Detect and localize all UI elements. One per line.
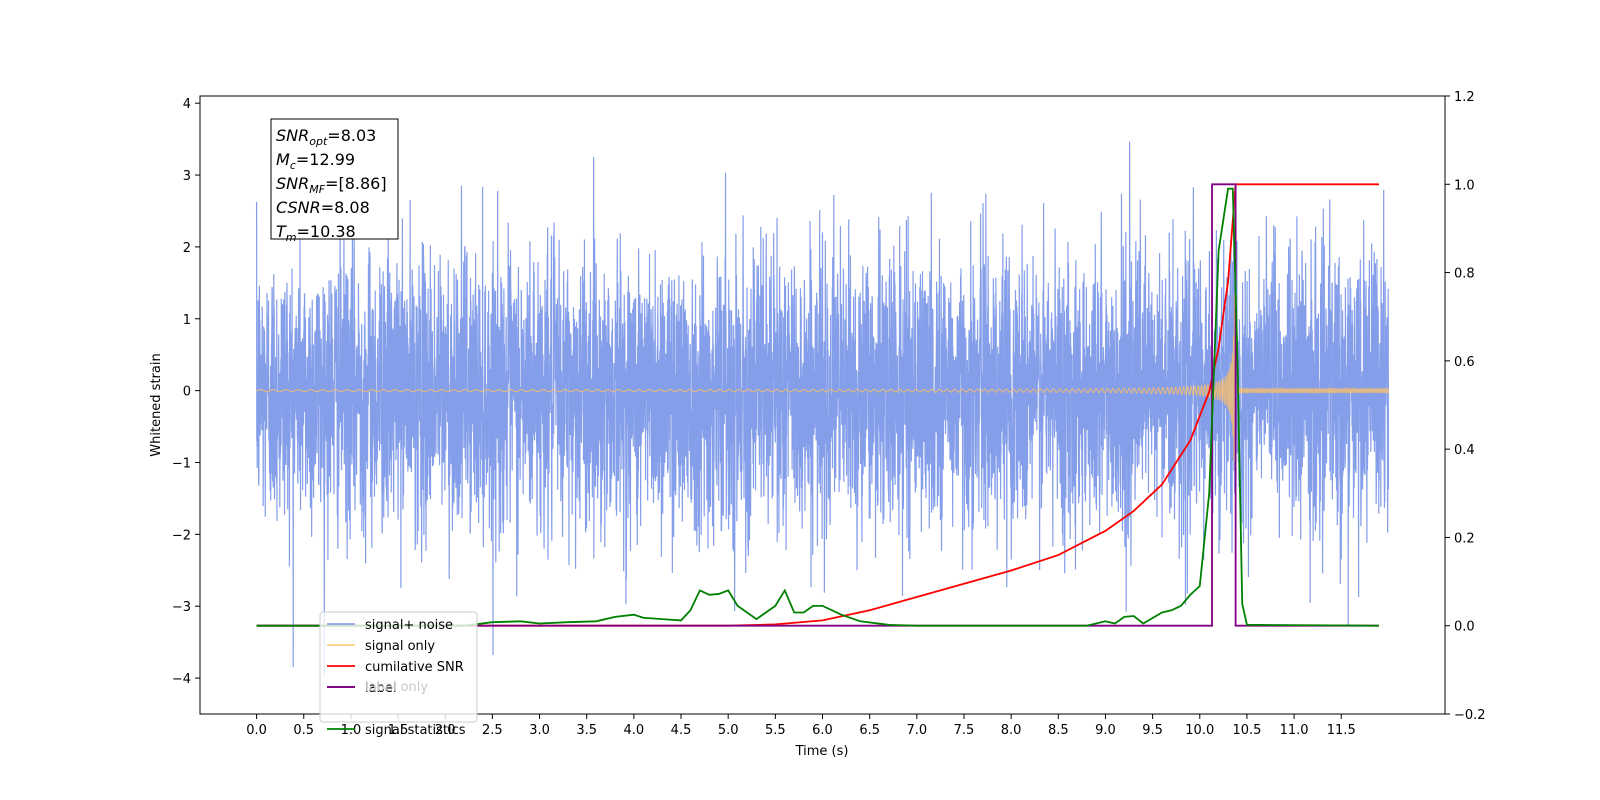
x-axis: 0.0 0.5 1.0 1.5 2.0 2.5 3.0 3.5 4.0 4.5 5.0 5.5 6.0 6… [246,714,1356,738]
x-tick-label: 2.0 [435,723,456,738]
y-tick-label-right: 1.0 [1454,178,1475,193]
y-tick-label-right: 1.2 [1454,90,1475,105]
series-cumulative-snr [256,183,1379,627]
x-tick-label: 6.5 [859,723,880,738]
legend-entry: cumilative SNR [365,660,464,675]
annotation-frame [270,118,399,240]
series-signal-noise [255,141,1390,677]
x-tick-label: 7.5 [954,723,975,738]
x-tick-label: 11.0 [1280,723,1309,738]
x-tick-label: 10.0 [1185,723,1214,738]
x-tick-label: 2.5 [482,723,503,738]
legend-entry: signal+ noise [365,618,453,633]
y-tick-label-left: 0 [183,385,191,400]
y-tick-label-left: 3 [183,169,191,184]
x-tick-label: 8.5 [1048,723,1069,738]
y-tick-label-left: −3 [172,600,191,615]
series-signal-only [256,293,1389,462]
x-tick-label: 3.0 [529,723,550,738]
x-tick-label: 1.5 [388,723,409,738]
x-tick-label: 7.0 [906,723,927,738]
x-tick-label: 5.0 [718,723,739,738]
x-tick-label: 9.5 [1142,723,1163,738]
x-tick-label: 0.0 [246,723,267,738]
x-axis-label: Time (s) [795,744,849,759]
plot-area [255,141,1390,677]
legend-entry: signal only [365,639,435,654]
x-tick-label: 10.5 [1232,723,1261,738]
y-tick-label-left: −2 [172,528,191,543]
x-tick-label: 11.5 [1327,723,1356,738]
annotation-line: SNRMF=[8.86] [276,174,387,196]
y-axis-left: −4 −3 −2 −1 0 1 2 3 4 [172,97,200,687]
x-tick-label: 6.0 [812,723,833,738]
legend-entry-faded: label only [365,680,428,695]
x-tick-label: 3.5 [576,723,597,738]
y-tick-label-left: −1 [172,456,191,471]
annotation-line: Mc=12.99 [276,150,355,172]
annotation-line: CSNR=8.08 [276,198,370,217]
annotation-line: Tm=10.38 [276,222,356,244]
y-tick-label-left: 1 [183,313,191,328]
series-signal-statistics [256,187,1379,627]
y-tick-label-right: 0.6 [1454,355,1475,370]
y-tick-label-right: 0.0 [1454,620,1475,635]
legend-entry: signal statistics [365,723,466,738]
y-tick-label-left: −4 [172,672,191,687]
x-tick-label: 5.5 [765,723,786,738]
y-tick-label-right: 0.2 [1454,531,1475,546]
y-tick-label-right: 0.8 [1454,267,1475,282]
y-axis-right: −0.2 0.0 0.2 0.4 0.6 0.8 1.0 1.2 [1445,90,1486,723]
y-axis-label: Whitened strain [149,353,164,456]
legend-entry: label [365,681,396,696]
y-tick-label-right: 0.4 [1454,443,1475,458]
legend: signal+ noise signal only cumilative SNR la… [319,611,478,738]
x-tick-label: 9.0 [1095,723,1116,738]
y-tick-label-left: 4 [183,97,191,112]
legend-frame [319,611,478,723]
y-tick-label-right: −0.2 [1454,708,1486,723]
x-tick-label: 4.0 [624,723,645,738]
y-tick-label-left: 2 [183,241,191,256]
x-tick-label: 1.0 [341,723,362,738]
annotation-line: SNRopt=8.03 [276,126,376,148]
x-tick-label: 8.0 [1001,723,1022,738]
x-tick-label: 0.5 [293,723,314,738]
x-tick-label: 4.5 [671,723,692,738]
